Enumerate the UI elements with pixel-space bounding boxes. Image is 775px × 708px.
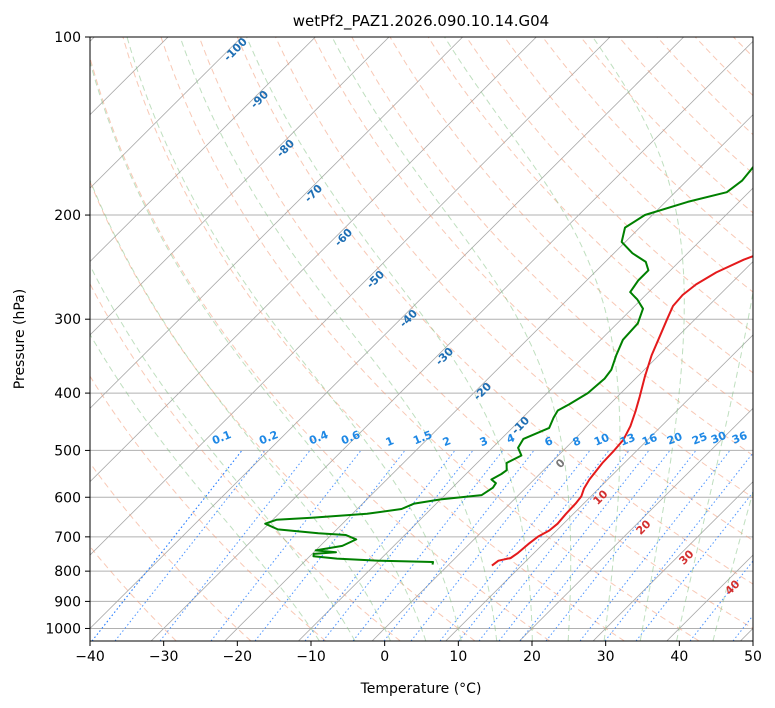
isotherm-line — [90, 37, 684, 630]
mixing-ratio-label: 13 — [618, 431, 637, 449]
mixing-ratio-label: 2 — [441, 434, 453, 449]
mixing-ratio-line — [689, 560, 753, 641]
mixing-ratio-line — [304, 450, 456, 641]
temperature-profile-line — [491, 255, 753, 567]
isotherm-line — [445, 334, 753, 641]
mixing-ratio-line — [254, 450, 406, 641]
isotherm-line — [224, 114, 753, 641]
y-tick-label: 1000 — [45, 621, 81, 637]
y-tick-label: 100 — [54, 30, 81, 46]
moist-adiabat-line — [444, 37, 621, 641]
dry-adiabat-line — [160, 37, 700, 641]
y-tick-label: 900 — [54, 594, 81, 610]
isotherm-line — [592, 481, 753, 641]
isotherm-line — [90, 37, 242, 189]
mixing-ratio-line — [322, 450, 474, 641]
x-tick-label: −40 — [75, 649, 105, 665]
y-tick-label: 300 — [54, 312, 81, 328]
moist-adiabat-line — [90, 59, 427, 641]
x-axis-label: Temperature (°C) — [360, 681, 482, 697]
isotherm-line — [90, 37, 390, 336]
mixing-ratio-line — [604, 452, 753, 641]
mixing-ratio-label: 16 — [640, 431, 659, 449]
moist-adiabat-line — [90, 264, 356, 641]
dry-adiabat-line — [90, 462, 252, 641]
mixing-ratio-label: 3 — [478, 434, 490, 449]
y-tick-label: 500 — [54, 443, 81, 459]
dry-adiabat-line — [198, 37, 753, 630]
mixing-ratio-line — [519, 450, 671, 641]
dry-adiabat-line — [275, 37, 753, 542]
moist-adiabat-line — [331, 37, 572, 641]
mixing-ratio-line — [458, 450, 610, 641]
mixing-ratio-line — [498, 450, 650, 641]
isotherm-line — [90, 37, 463, 409]
dewpoint-profile-line — [264, 165, 753, 565]
mixing-ratio-line — [91, 450, 243, 641]
isotherm-line — [371, 260, 753, 641]
moist-adiabat-line — [126, 37, 462, 641]
x-tick-label: −10 — [296, 649, 326, 665]
x-tick-label: 50 — [744, 649, 762, 665]
isotherm-line — [150, 40, 753, 641]
y-tick-label: 700 — [54, 530, 81, 546]
x-tick-label: 30 — [597, 649, 615, 665]
x-tick-label: 20 — [523, 649, 541, 665]
mixing-ratio-line — [210, 450, 362, 641]
mixing-ratio-line — [383, 450, 535, 641]
dry-adiabat-line — [122, 37, 625, 641]
y-tick-label: 400 — [54, 386, 81, 402]
x-tick-label: −20 — [223, 649, 253, 665]
mixing-ratio-label: 1 — [384, 434, 396, 449]
isotherm-line — [90, 37, 316, 263]
dry-adiabat-line — [236, 37, 753, 585]
mixing-ratio-label: 36 — [730, 429, 749, 447]
mixing-ratio-label: 10 — [592, 431, 611, 449]
dry-adiabat-line — [313, 37, 753, 499]
x-tick-label: 10 — [449, 649, 467, 665]
moist-adiabat-line — [90, 333, 320, 641]
moist-adiabat-line — [676, 289, 753, 641]
mixing-ratio-line — [410, 450, 562, 641]
mixing-ratio-line — [159, 450, 311, 641]
x-tick-label: 40 — [670, 649, 688, 665]
mixing-ratio-line — [635, 491, 753, 641]
mixing-ratio-line — [439, 450, 591, 641]
mixing-ratio-line — [478, 450, 630, 641]
mixing-ratio-line — [114, 450, 266, 641]
y-tick-label: 600 — [54, 490, 81, 506]
isotherm-line — [519, 407, 753, 641]
y-tick-label: 200 — [54, 208, 81, 224]
mixing-ratio-label: 8 — [571, 434, 583, 449]
mixing-ratio-label: 30 — [709, 429, 728, 447]
dry-adiabat-line — [503, 37, 753, 293]
moist-adiabat-line — [246, 37, 533, 641]
moist-adiabat-line — [179, 37, 498, 641]
mixing-ratio-line — [579, 450, 731, 641]
mixing-ratio-line — [352, 450, 504, 641]
plot-frame — [89, 36, 754, 642]
moist-adiabat-line — [712, 490, 753, 641]
mixing-ratio-line — [545, 450, 697, 641]
isotherm-line — [90, 37, 537, 483]
dry-adiabat-line — [90, 375, 326, 641]
moist-adiabat-line — [90, 178, 391, 641]
isotherm-line — [90, 37, 611, 556]
y-axis-label: Pressure (hPa) — [12, 289, 28, 389]
x-tick-label: −30 — [149, 649, 179, 665]
y-tick-label: 800 — [54, 564, 81, 580]
mixing-ratio-label: 20 — [665, 430, 684, 448]
moist-adiabat-line — [592, 37, 685, 641]
x-tick-label: 0 — [380, 649, 389, 665]
chart-title: wetPf2_PAZ1.2026.090.10.14.G04 — [293, 12, 549, 31]
mixing-ratio-label: 25 — [690, 430, 709, 448]
